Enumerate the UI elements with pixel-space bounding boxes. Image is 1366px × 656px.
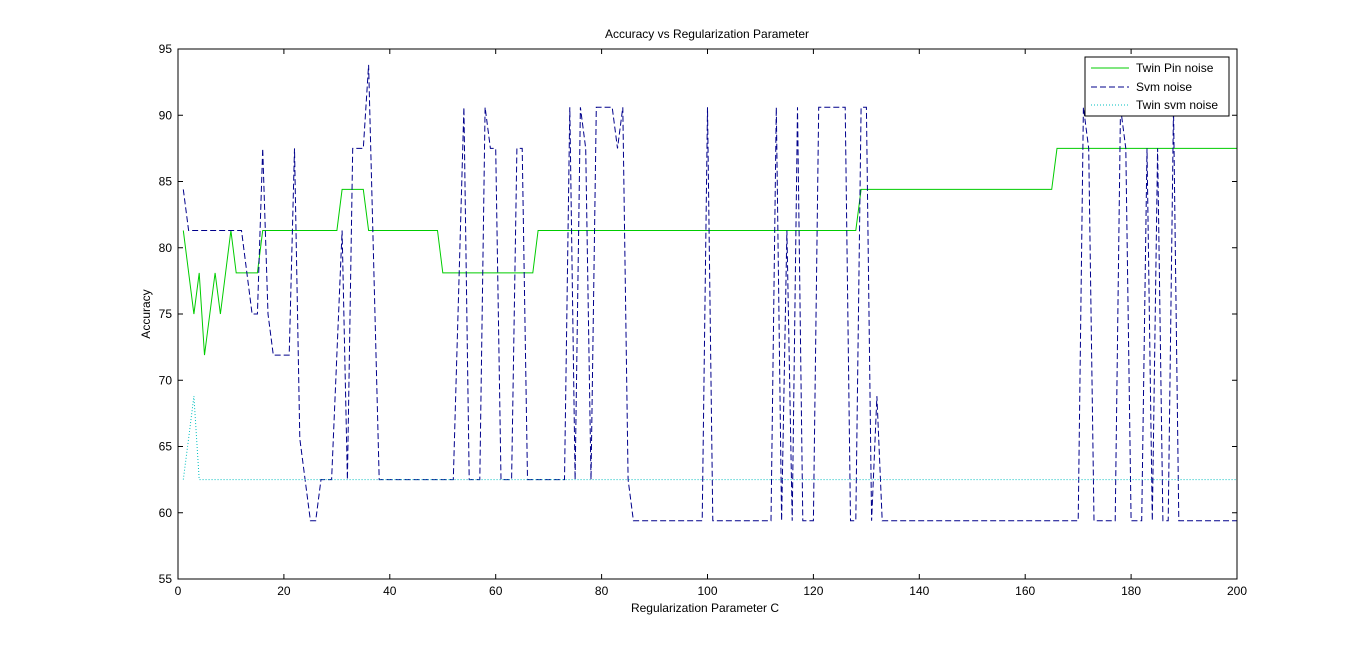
chart-title: Accuracy vs Regularization Parameter [605, 27, 809, 41]
x-tick-label: 60 [489, 584, 503, 598]
y-tick-label: 85 [159, 175, 173, 189]
legend-label-twin-pin-noise: Twin Pin noise [1136, 61, 1214, 75]
x-tick-label: 180 [1121, 584, 1141, 598]
x-tick-label: 0 [175, 584, 182, 598]
legend: Twin Pin noise Svm noise Twin svm noise [1084, 56, 1230, 117]
y-tick-label: 60 [159, 506, 173, 520]
x-tick-label: 40 [383, 584, 397, 598]
x-tick-label: 140 [909, 584, 929, 598]
series-line-twin-svm-noise [182, 396, 1237, 481]
y-tick-label: 75 [159, 307, 173, 321]
x-tick-label: 80 [595, 584, 609, 598]
y-tick-label: 65 [159, 440, 173, 454]
x-tick-label: 120 [803, 584, 823, 598]
axis-ticks: 0 20 40 60 80 100 120 140 160 180 200 55 60 65 70 75 80 8… [159, 42, 1248, 598]
series-line-svm-noise [182, 64, 1237, 522]
legend-label-twin-svm-noise: Twin svm noise [1136, 98, 1218, 112]
x-axis-label: Regularization Parameter C [631, 601, 779, 615]
y-tick-label: 95 [159, 42, 173, 56]
x-tick-label: 200 [1227, 584, 1247, 598]
y-axis-label: Accuracy [139, 289, 153, 338]
plot-frame [177, 48, 1238, 580]
y-tick-label: 55 [159, 572, 173, 586]
legend-label-svm-noise: Svm noise [1136, 80, 1192, 94]
x-tick-label: 20 [277, 584, 291, 598]
y-tick-label: 70 [159, 373, 173, 387]
series-layer [182, 64, 1237, 522]
series-line-twin-pin-noise [182, 147, 1237, 356]
y-tick-label: 80 [159, 241, 173, 255]
x-tick-label: 160 [1015, 584, 1035, 598]
y-tick-label: 90 [159, 108, 173, 122]
x-tick-label: 100 [697, 584, 717, 598]
